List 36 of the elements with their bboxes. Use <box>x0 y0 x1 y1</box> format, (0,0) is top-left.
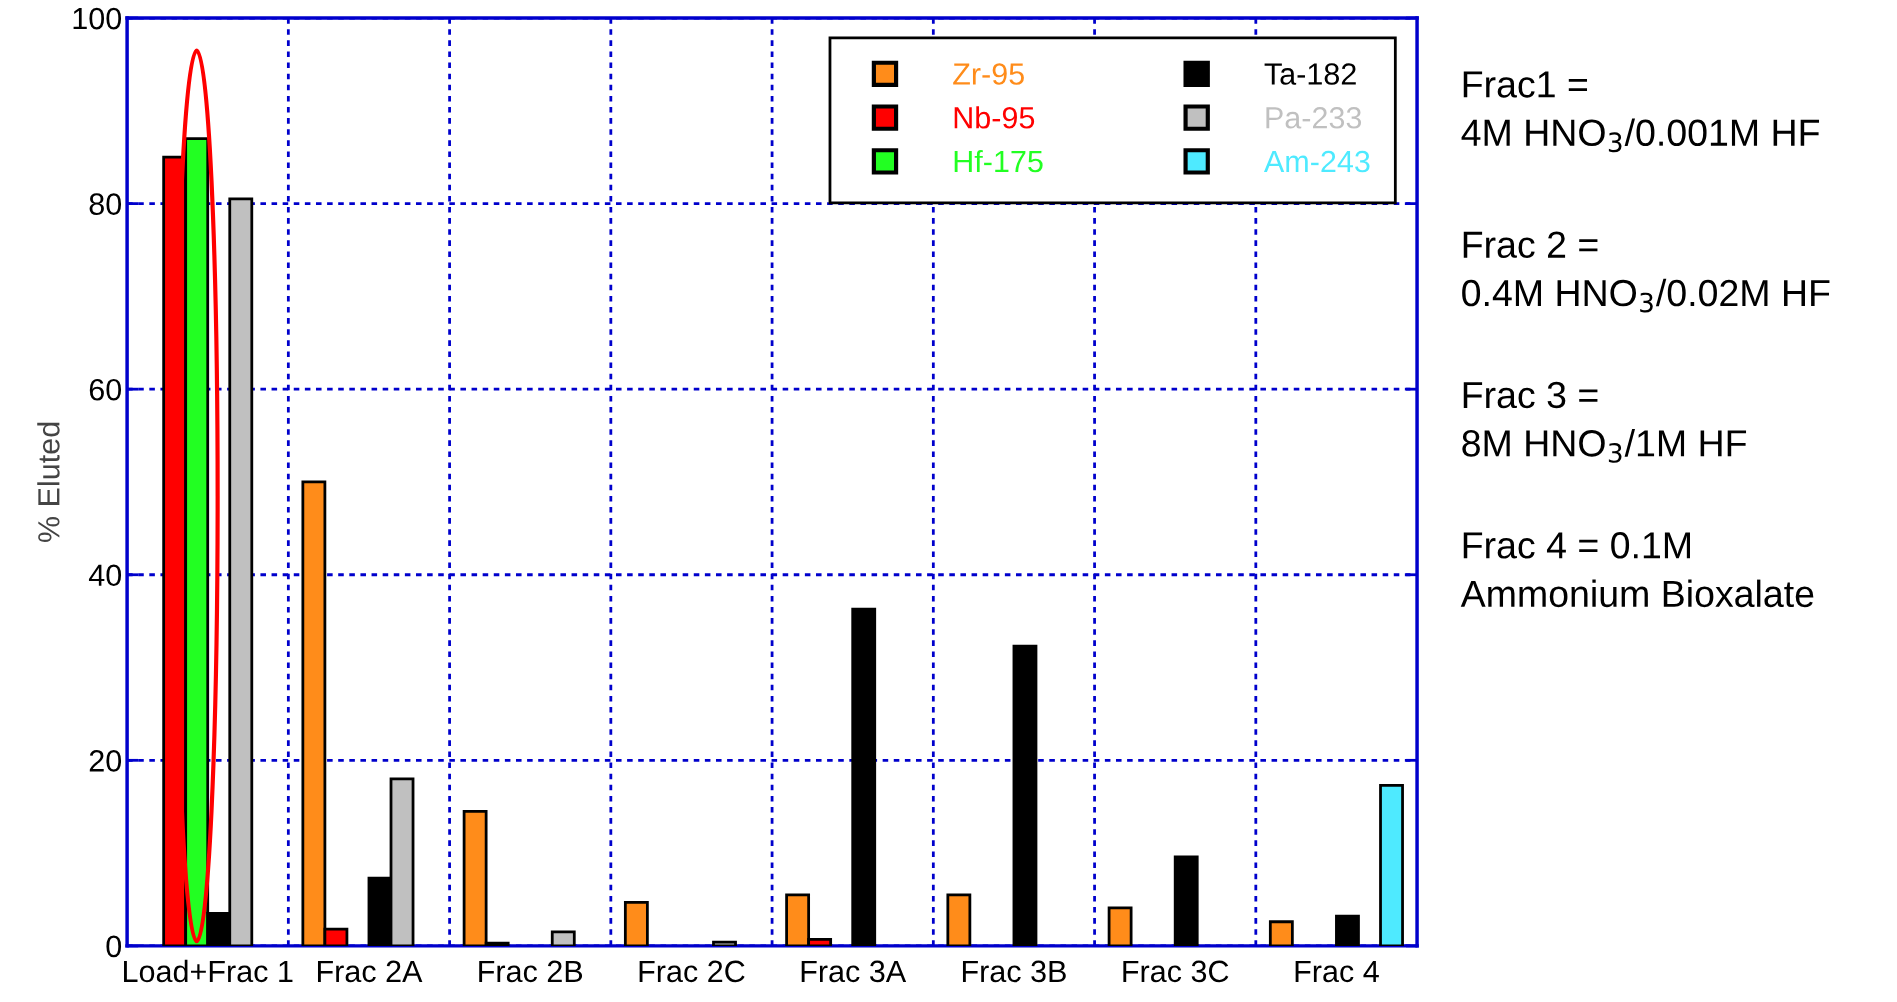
bar <box>1379 783 1404 946</box>
y-tick-label: 80 <box>89 193 122 215</box>
text: Frac 3 = 8M HNO$_{3}$/1M HF <box>1462 381 1747 463</box>
legend-label: Nb-95 <box>954 106 1035 129</box>
legend-label: Ta-182 <box>1264 63 1356 85</box>
y-tick-label: 40 <box>88 564 122 587</box>
bar <box>1268 920 1294 946</box>
y-axis-title: % Eluted <box>37 422 60 543</box>
bar <box>1173 855 1199 946</box>
bar <box>1107 906 1133 946</box>
bar <box>946 893 972 946</box>
y-tick-label: 100 <box>73 7 122 30</box>
legend-label: Pa-233 <box>1266 106 1362 129</box>
text: Frac 2 = 0.4M HNO$_{3}$/0.02M HF <box>1462 231 1830 313</box>
bar <box>623 900 649 946</box>
x-tick-label: Frac 2C <box>639 960 745 983</box>
legend-label: Zr-95 <box>953 63 1024 85</box>
y-tick-label: 0 <box>106 935 122 958</box>
x-tick-label: Frac 3A <box>801 960 907 983</box>
bar <box>1012 644 1038 946</box>
y-tick-label: 60 <box>89 378 122 401</box>
text: Frac1 = 4M HNO$_{3}$/0.001M HF <box>1461 71 1820 153</box>
legend-label: Hf-175 <box>954 149 1043 173</box>
x-tick-label: Frac 3B <box>962 960 1066 983</box>
x-tick-label: Frac 3C <box>1123 960 1229 983</box>
x-tick-label: Frac 2B <box>479 960 583 983</box>
x-tick-label: Load+Frac 1 <box>124 959 293 983</box>
x-tick-label: Frac 2A <box>317 960 423 983</box>
x-tick-label: Frac 4 <box>1295 960 1379 983</box>
bar <box>712 940 737 946</box>
legend-label: Am-243 <box>1263 150 1370 173</box>
text: Frac 4 = 0.1M Ammonium Bioxalate <box>1460 532 1814 608</box>
y-tick-label: 20 <box>89 750 122 772</box>
bar <box>1335 914 1360 946</box>
bar <box>550 930 576 946</box>
bar <box>851 607 877 946</box>
